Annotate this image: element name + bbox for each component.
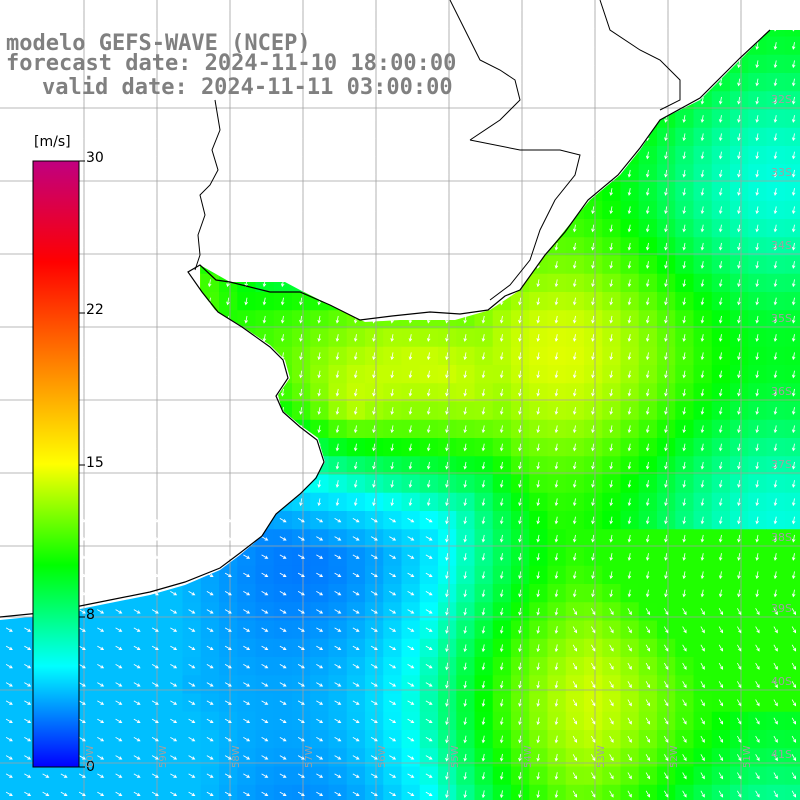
lon-label: 58W <box>231 745 242 768</box>
lat-label: 40S <box>771 675 792 688</box>
wind-cell <box>784 36 800 56</box>
wind-cell <box>784 474 800 494</box>
lat-label: 38S <box>771 531 792 544</box>
lat-label: 36S <box>771 385 792 398</box>
lon-label: 57W <box>304 745 315 768</box>
lon-label: 51W <box>742 745 753 768</box>
wind-cell <box>784 146 800 165</box>
lat-label: 33S <box>771 166 792 179</box>
colorbar-tick-8: 8 <box>86 607 95 623</box>
wind-cell <box>784 237 800 256</box>
lat-label: 39S <box>771 602 792 615</box>
colorbar-tick-22: 22 <box>86 302 104 318</box>
lon-label: 52W <box>669 745 680 768</box>
lon-label: 59W <box>158 745 169 768</box>
lon-label: 60W <box>85 745 96 768</box>
lon-label: 56W <box>377 745 388 768</box>
wind-cell <box>784 511 800 530</box>
wind-cell <box>784 54 800 74</box>
lat-label: 32S <box>771 93 792 106</box>
wind-cell <box>784 419 800 439</box>
wind-cell <box>784 401 800 421</box>
wind-cell <box>784 456 800 475</box>
wind-cell <box>784 109 800 129</box>
wind-cell <box>784 182 800 202</box>
wind-cell <box>784 273 800 293</box>
wind-cell <box>784 292 800 311</box>
colorbar-unit: [m/s] <box>34 134 71 150</box>
colorbar-ramp <box>32 160 80 768</box>
wind-cell <box>784 346 800 366</box>
colorbar-tick-15: 15 <box>86 455 104 471</box>
lon-label: 54W <box>523 745 534 768</box>
wind-cell <box>784 200 800 220</box>
wind-cell <box>784 73 800 92</box>
wind-cell <box>784 383 800 402</box>
lat-label: 35S <box>771 312 792 325</box>
wind-cell <box>784 310 800 329</box>
wind-cell <box>784 492 800 512</box>
lat-label: 37S <box>771 458 792 471</box>
colorbar-ticks <box>79 160 85 768</box>
wind-cell <box>784 438 800 457</box>
wind-cell <box>784 328 800 348</box>
wind-cell <box>784 91 800 110</box>
wind-cell <box>784 365 800 384</box>
lat-label: 34S <box>771 239 792 252</box>
lat-label: 41S <box>771 748 792 761</box>
wind-cell <box>784 529 800 548</box>
colorbar-tick-30: 30 <box>86 150 104 166</box>
wind-cell <box>784 164 800 183</box>
wind-cell <box>784 219 800 238</box>
wind-cell <box>784 255 800 275</box>
wind-cell <box>784 127 800 147</box>
lon-label: 55W <box>450 745 461 768</box>
wind-cell <box>784 565 800 585</box>
lon-label: 53W <box>596 745 607 768</box>
wind-cell <box>784 547 800 567</box>
